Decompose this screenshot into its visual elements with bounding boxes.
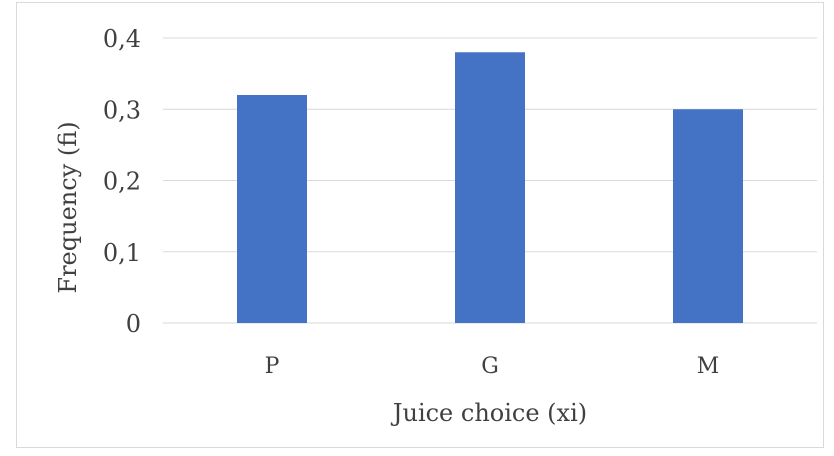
x-tick-label: M (697, 354, 720, 379)
y-tick-label: 0,3 (103, 96, 141, 124)
y-tick-label: 0 (126, 310, 141, 338)
bars (237, 52, 743, 323)
x-axis-title: Juice choice (xi) (390, 399, 587, 427)
bar-p (237, 95, 307, 323)
x-tick-label: P (265, 354, 280, 379)
x-tick-label: G (481, 354, 499, 379)
y-tick-label: 0,1 (103, 239, 141, 267)
bar-g (455, 52, 525, 323)
y-tick-label: 0,2 (103, 168, 141, 196)
y-tick-label: 0,4 (103, 25, 141, 53)
bar-m (673, 109, 743, 323)
y-axis-ticks: 0 0,1 0,2 0,3 0,4 (103, 25, 141, 338)
y-axis-title: Frequency (fi) (54, 121, 82, 293)
